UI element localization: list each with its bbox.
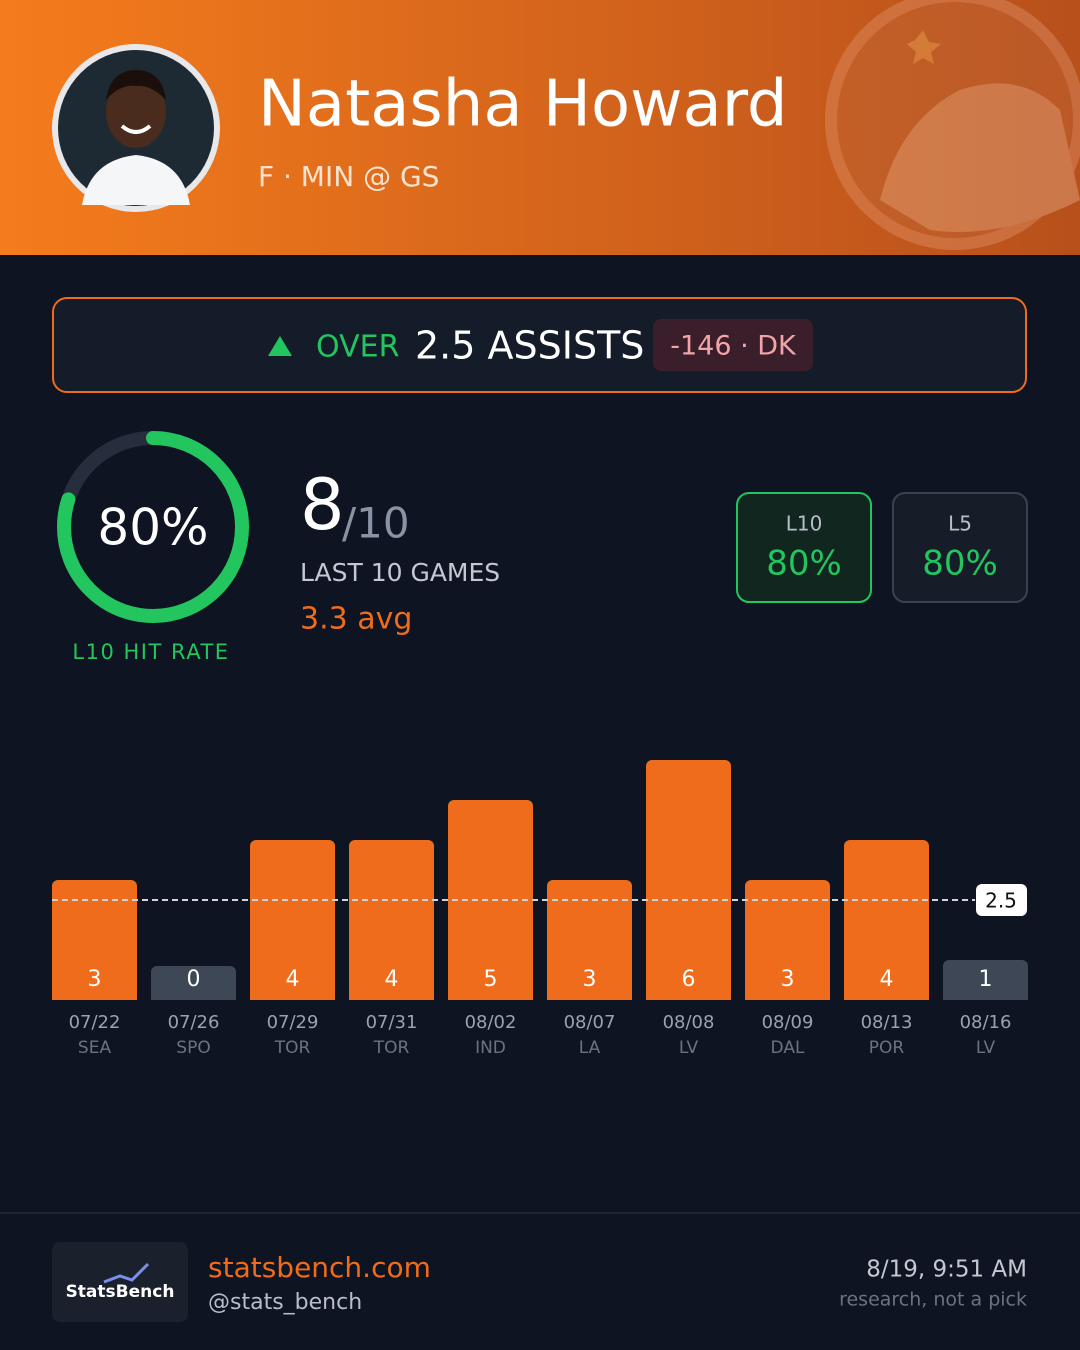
timestamp: 8/19, 9:51 AM: [866, 1257, 1027, 1283]
bar: [448, 800, 533, 1000]
bar-value-label: 6: [682, 967, 696, 992]
opponent-label: TOR: [274, 1038, 311, 1058]
hit-rate-caption: L10 HIT RATE: [72, 640, 229, 664]
ring-label: 80%: [97, 499, 208, 557]
logo-text: StatsBench: [66, 1282, 175, 1302]
average: 3.3 avg: [300, 602, 412, 637]
bar: [943, 960, 1028, 1000]
bar-value-label: 4: [880, 967, 894, 992]
hits: 8: [300, 464, 345, 546]
split-label: L10: [786, 512, 823, 536]
opponent-label: LV: [976, 1038, 996, 1058]
bar-value-label: 3: [88, 967, 102, 992]
opponent-label: POR: [869, 1038, 905, 1058]
bar-foot: [745, 992, 830, 1000]
split-label: L5: [948, 512, 972, 536]
games-label: LAST 10 GAMES: [300, 558, 500, 587]
bar-value-label: 1: [979, 967, 993, 992]
bar-value-label: 4: [286, 967, 300, 992]
bar: [646, 760, 731, 1000]
bar-foot: [151, 992, 236, 1000]
handle: @stats_bench: [208, 1290, 362, 1315]
split-value: 80%: [922, 544, 998, 584]
x-tick-label: 08/02: [465, 1012, 517, 1033]
bar-foot: [448, 992, 533, 1000]
bar-chart: 3 07/22 SEA 0 07/26 SPO 4 07/29 TOR 4 07/31 TOR 5 08/…: [52, 760, 1028, 1058]
bar: [745, 880, 830, 1000]
bar-foot: [52, 992, 137, 1000]
bar: [349, 840, 434, 1000]
threshold-pill: [976, 884, 1027, 916]
opponent-label: SEA: [78, 1038, 112, 1058]
x-tick-label: 08/08: [663, 1012, 715, 1033]
disclaimer: research, not a pick: [839, 1289, 1027, 1311]
x-tick-label: 07/26: [168, 1012, 220, 1033]
bar-foot: [646, 992, 731, 1000]
bar-value-label: 3: [583, 967, 597, 992]
player-subtitle: F · MIN @ GS: [258, 160, 439, 193]
opponent-label: IND: [475, 1038, 506, 1058]
bar-value-label: 4: [385, 967, 399, 992]
bar-foot: [547, 992, 632, 1000]
games: /10: [342, 499, 410, 548]
site: statsbench.com: [208, 1251, 431, 1284]
bar-foot: [844, 992, 929, 1000]
ring-arc: [57, 431, 249, 623]
x-tick-label: 08/13: [861, 1012, 913, 1033]
x-tick-label: 08/07: [564, 1012, 616, 1033]
odds: -146 · DK: [670, 331, 797, 362]
bar: [547, 880, 632, 1000]
bar: [844, 840, 929, 1000]
bar: [151, 966, 236, 1000]
threshold-label: 2.5: [985, 889, 1017, 913]
prop-direction: OVER: [316, 330, 399, 365]
opponent-label: LV: [679, 1038, 699, 1058]
bar-foot: [349, 992, 434, 1000]
opponent-label: TOR: [373, 1038, 410, 1058]
prop-line: 2.5 ASSISTS: [415, 324, 644, 368]
opponent-label: LA: [579, 1038, 601, 1058]
x-tick-label: 07/29: [267, 1012, 319, 1033]
x-tick-label: 07/31: [366, 1012, 418, 1033]
bar: [250, 840, 335, 1000]
logo-box: [52, 1242, 188, 1322]
opponent-label: DAL: [771, 1038, 805, 1058]
over-arrow: [268, 336, 292, 356]
avatar-figure: [82, 70, 190, 205]
x-tick-label: 08/09: [762, 1012, 814, 1033]
odds-pill: [653, 319, 813, 371]
opponent-label: SPO: [176, 1038, 210, 1058]
bar-value-label: 3: [781, 967, 795, 992]
bar-value-label: 5: [484, 967, 498, 992]
team-logo: [825, 0, 1080, 250]
bar-foot: [943, 992, 1028, 1000]
bar-foot: [250, 992, 335, 1000]
bar: [52, 880, 137, 1000]
logo-graph: [103, 1262, 150, 1284]
player-name: Natasha Howard: [258, 68, 788, 142]
split-box: [736, 492, 872, 603]
x-tick-label: 07/22: [69, 1012, 121, 1033]
split-box: [892, 492, 1028, 603]
split-value: 80%: [766, 544, 842, 584]
x-tick-label: 08/16: [960, 1012, 1012, 1033]
bar-value-label: 0: [187, 967, 201, 992]
